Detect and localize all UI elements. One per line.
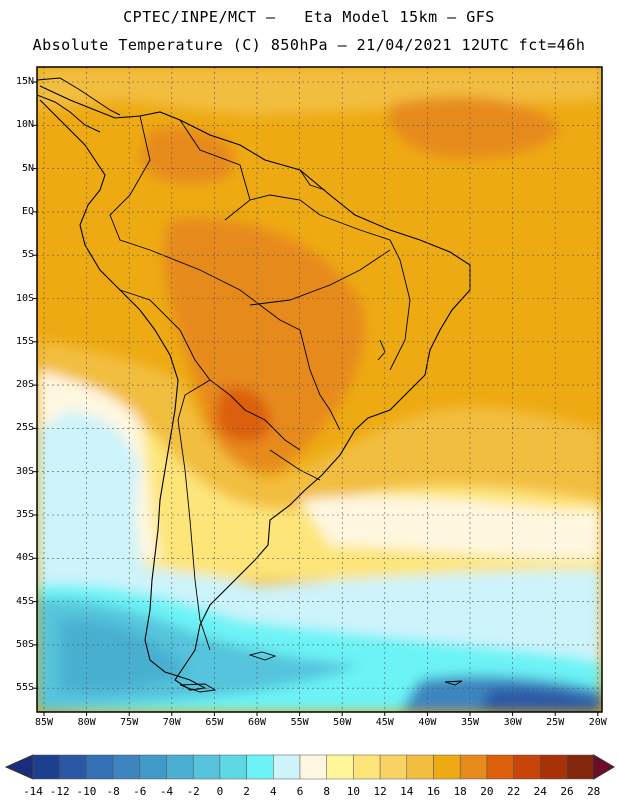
colorbar-swatch: [192, 754, 221, 780]
field-cold-core-deep: [480, 688, 600, 712]
longitude-label: 35W: [460, 717, 480, 728]
latitude-label: 55S: [15, 682, 34, 694]
colorbar-swatch: [59, 754, 87, 780]
field-18-20-central: [163, 218, 365, 472]
colorbar-label: 28: [587, 785, 601, 798]
latitude-label: 30S: [15, 465, 34, 477]
colorbar-swatch: [406, 754, 434, 780]
field-18-20-caribbean: [388, 97, 560, 159]
longitude-label: 25W: [546, 717, 565, 728]
colorbar-label: 6: [296, 785, 304, 798]
colorbar-swatch: [299, 754, 327, 780]
colorbar-label: 16: [426, 785, 441, 798]
colorbar-label: -12: [49, 785, 70, 798]
colorbar-swatch: [379, 754, 408, 780]
colorbar-label: -6: [133, 785, 147, 798]
colorbar-swatch: [486, 754, 514, 780]
longitude-label: 65W: [205, 717, 224, 728]
colorbar-low-arrow: [4, 754, 34, 780]
field-4-6-west: [37, 410, 150, 600]
colorbar-label: -10: [76, 785, 97, 798]
colorbar-label: -14: [23, 785, 43, 798]
latitude-label: 40S: [15, 552, 34, 564]
field-6-8-atlantic: [300, 495, 602, 560]
longitude-label: 60W: [247, 717, 267, 728]
colorbar-label: 8: [323, 785, 330, 798]
longitude-label: 70W: [162, 717, 181, 728]
latitude-label: 5S: [21, 249, 34, 261]
colorbar-label: 12: [373, 785, 387, 798]
colorbar-label: -4: [159, 785, 174, 798]
chart-title-line1: CPTEC/INPE/MCT – Eta Model 15km – GFS: [123, 8, 495, 26]
longitude-label: 55W: [290, 717, 309, 728]
colorbar-swatch: [32, 754, 60, 780]
colorbar-label: 14: [400, 785, 414, 798]
colorbar-swatch: [139, 754, 167, 780]
field-minus4-minus2: [60, 619, 190, 692]
colorbar-swatch: [326, 754, 354, 780]
latitude-label: 15S: [15, 335, 34, 347]
longitude-label: 45W: [375, 717, 394, 728]
colorbar-swatch: [513, 754, 541, 780]
colorbar-label: -2: [186, 785, 200, 798]
colorbar-swatch: [246, 754, 274, 780]
islands: [179, 339, 463, 693]
longitude-label: 50W: [333, 717, 352, 728]
temperature-field: [37, 67, 602, 712]
latitude-label: 20S: [15, 379, 34, 391]
colorbar-swatch: [86, 754, 114, 780]
colorbar-label: 18: [453, 785, 467, 798]
colorbar-swatch: [433, 754, 461, 780]
colorbar-label: 24: [533, 785, 547, 798]
latitude-label: 15N: [15, 76, 34, 87]
country-borders: [109, 115, 411, 651]
colorbar-swatch: [540, 754, 568, 780]
colorbar-label: 20: [480, 785, 494, 798]
longitude-label: 30W: [503, 717, 522, 728]
latitude-label: 5N: [21, 162, 34, 174]
latitude-label: 45S: [15, 595, 34, 607]
longitude-label: 20W: [588, 717, 607, 728]
south-america-coastline: [39, 85, 471, 691]
colorbar-label: 0: [216, 785, 224, 798]
colorbar-swatch: [566, 754, 594, 780]
graticule: [37, 67, 602, 712]
central-america-coastline: [37, 77, 121, 133]
latitude-label: EQ: [21, 205, 34, 217]
colorbar-label: 2: [243, 785, 250, 798]
colorbar-label: 26: [560, 785, 574, 798]
colorbar-label: 10: [346, 785, 361, 798]
field-18-20-colombia: [140, 127, 235, 184]
colorbar-swatch: [273, 754, 301, 780]
longitude-label: 75W: [120, 717, 139, 728]
colorbar-swatch: [166, 754, 194, 780]
latitude-label: 35S: [15, 509, 34, 520]
longitude-label: 85W: [34, 717, 54, 728]
colorbar-label: 4: [269, 785, 277, 798]
colorbar-swatch: [353, 754, 381, 780]
latitude-label: 25S: [15, 422, 34, 434]
longitude-label: 40W: [418, 717, 437, 728]
colorbar-high-arrow: [593, 754, 615, 780]
latitude-label: 50S: [15, 638, 34, 650]
colorbar-label: -8: [106, 785, 120, 798]
latitude-label: 10S: [15, 292, 34, 304]
map-frame: [36, 66, 603, 713]
colorbar-swatch: [459, 754, 488, 780]
colorbar-swatch: [219, 754, 247, 780]
chart-title-line2: Absolute Temperature (C) 850hPa – 21/04/…: [32, 36, 586, 54]
latitude-label: 10N: [15, 119, 34, 131]
colorbar-swatch: [112, 754, 141, 780]
colorbar-label: 22: [506, 785, 521, 798]
longitude-label: 80W: [77, 717, 96, 728]
